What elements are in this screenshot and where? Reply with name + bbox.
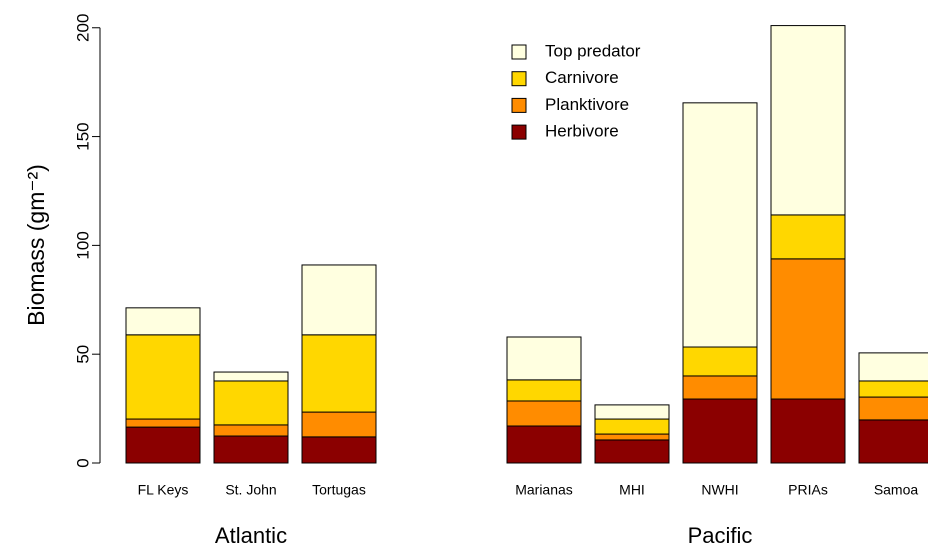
bar-segment bbox=[682, 398, 758, 464]
legend-label: Top predator bbox=[545, 41, 641, 60]
x-tick-label: MHI bbox=[619, 482, 645, 498]
x-tick-label: PRIAs bbox=[788, 482, 828, 498]
bar-segment bbox=[125, 426, 201, 464]
bar-segment bbox=[682, 375, 758, 400]
bar-segment bbox=[125, 334, 201, 420]
bar-segment bbox=[506, 336, 582, 381]
group-label: Atlantic bbox=[215, 523, 287, 548]
legend-label: Herbivore bbox=[545, 122, 619, 141]
bar-segment bbox=[858, 419, 928, 464]
legend-label: Planktivore bbox=[545, 95, 629, 114]
y-tick-label: 200 bbox=[73, 14, 92, 42]
bar-segment bbox=[770, 398, 846, 464]
bar-segment bbox=[125, 307, 201, 336]
x-tick-label: NWHI bbox=[701, 482, 738, 498]
bar-segment bbox=[594, 433, 670, 441]
legend-swatch bbox=[511, 97, 527, 113]
bar-segment bbox=[682, 346, 758, 377]
bar-segment bbox=[858, 380, 928, 398]
bar-segment bbox=[301, 411, 377, 438]
bar-segment bbox=[213, 380, 289, 426]
x-tick-label: St. John bbox=[225, 482, 276, 498]
x-tick-label: Tortugas bbox=[312, 482, 366, 498]
bar-segment bbox=[594, 404, 670, 420]
bar-segment bbox=[770, 258, 846, 400]
bar-segment bbox=[213, 435, 289, 464]
bar-segment bbox=[301, 264, 377, 336]
x-tick-label: FL Keys bbox=[138, 482, 189, 498]
bar-segment bbox=[770, 214, 846, 260]
legend-swatch bbox=[511, 124, 527, 140]
bar-segment bbox=[506, 400, 582, 427]
bar-segment bbox=[682, 102, 758, 348]
bar-segment bbox=[506, 425, 582, 464]
y-tick-label: 0 bbox=[73, 458, 92, 467]
bar-segment bbox=[301, 436, 377, 464]
bar-segment bbox=[213, 424, 289, 437]
legend-swatch bbox=[511, 44, 527, 60]
legend-label: Carnivore bbox=[545, 68, 619, 87]
legend-swatch bbox=[511, 71, 527, 87]
x-tick-label: Samoa bbox=[874, 482, 919, 498]
bar-segment bbox=[301, 334, 377, 413]
group-label: Pacific bbox=[688, 523, 753, 548]
bar-segment bbox=[770, 25, 846, 216]
bar-segment bbox=[125, 418, 201, 428]
bar-segment bbox=[858, 352, 928, 382]
bar-segment bbox=[594, 418, 670, 435]
bar-segment bbox=[594, 439, 670, 464]
y-tick-label: 150 bbox=[73, 122, 92, 150]
x-tick-label: Marianas bbox=[515, 482, 573, 498]
y-tick-label: 50 bbox=[73, 345, 92, 364]
bar-segment bbox=[506, 379, 582, 402]
y-tick-label: 100 bbox=[73, 231, 92, 259]
bar-segment bbox=[858, 396, 928, 421]
bar-segment bbox=[213, 371, 289, 382]
y-axis-title: Biomass (gm⁻²) bbox=[23, 164, 49, 326]
